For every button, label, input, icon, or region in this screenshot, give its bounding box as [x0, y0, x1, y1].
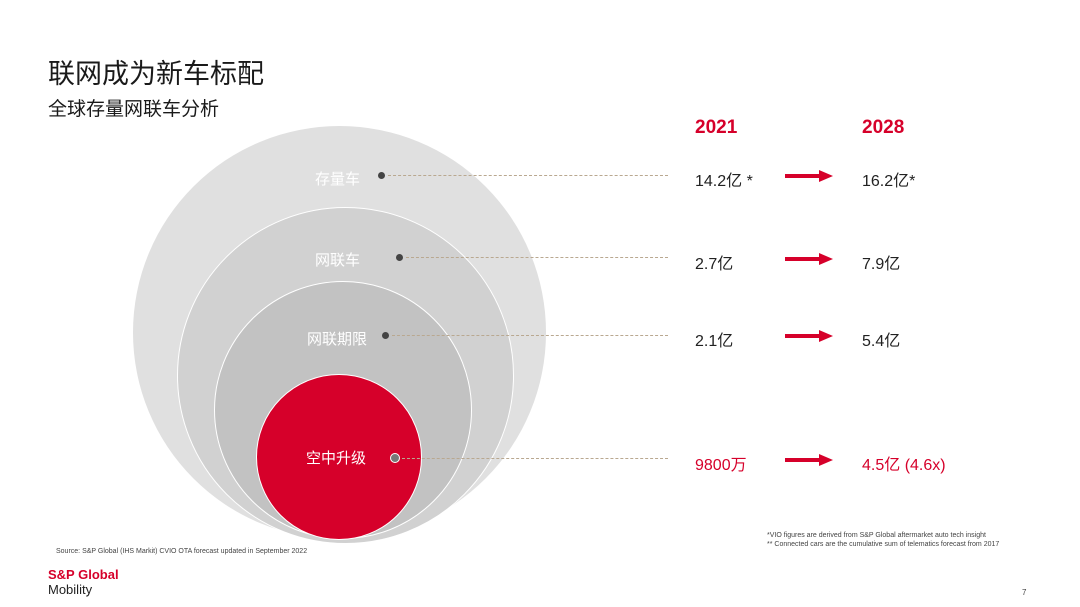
- circle-label-connected: 网联车: [315, 252, 361, 269]
- value-2028-vio: 16.2亿*: [862, 173, 916, 190]
- source-note: Source: S&P Global (IHS Markit) CVIO OTA…: [56, 548, 308, 555]
- value-2028-connected: 7.9亿: [862, 256, 901, 273]
- marker-dot: [390, 453, 400, 463]
- arrow-right-icon: [785, 330, 833, 342]
- arrow-right-icon: [785, 170, 833, 182]
- value-2028-term: 5.4亿: [862, 333, 901, 350]
- leader-line: [402, 458, 668, 459]
- footnote-vio: *VIO figures are derived from S&P Global…: [767, 532, 986, 539]
- marker-dot: [382, 332, 389, 339]
- year-2021: 2021: [695, 117, 738, 138]
- page-title: 联网成为新车标配: [48, 59, 264, 89]
- page-subtitle: 全球存量网联车分析: [48, 99, 220, 120]
- circle-label-vio: 存量车: [315, 171, 361, 188]
- value-2028-ota: 4.5亿 (4.6x): [862, 457, 946, 474]
- value-2021-ota: 9800万: [695, 457, 747, 474]
- circle-label-term: 网联期限: [307, 331, 368, 348]
- year-2028: 2028: [862, 117, 905, 138]
- arrow-right-icon: [785, 253, 833, 265]
- brand-logo-line1: S&P Global: [48, 567, 119, 582]
- leader-line: [388, 175, 668, 176]
- value-2021-vio: 14.2亿 *: [695, 173, 753, 190]
- circle-label-ota: 空中升级: [306, 450, 367, 467]
- marker-dot: [396, 254, 403, 261]
- brand-logo-line2: Mobility: [48, 582, 93, 597]
- leader-line: [392, 335, 668, 336]
- marker-dot: [378, 172, 385, 179]
- value-2021-connected: 2.7亿: [695, 256, 734, 273]
- page-number: 7: [1022, 588, 1027, 597]
- value-2021-term: 2.1亿: [695, 333, 734, 350]
- leader-line: [406, 257, 668, 258]
- footnote-connected: ** Connected cars are the cumulative sum…: [767, 541, 1000, 548]
- arrow-right-icon: [785, 454, 833, 466]
